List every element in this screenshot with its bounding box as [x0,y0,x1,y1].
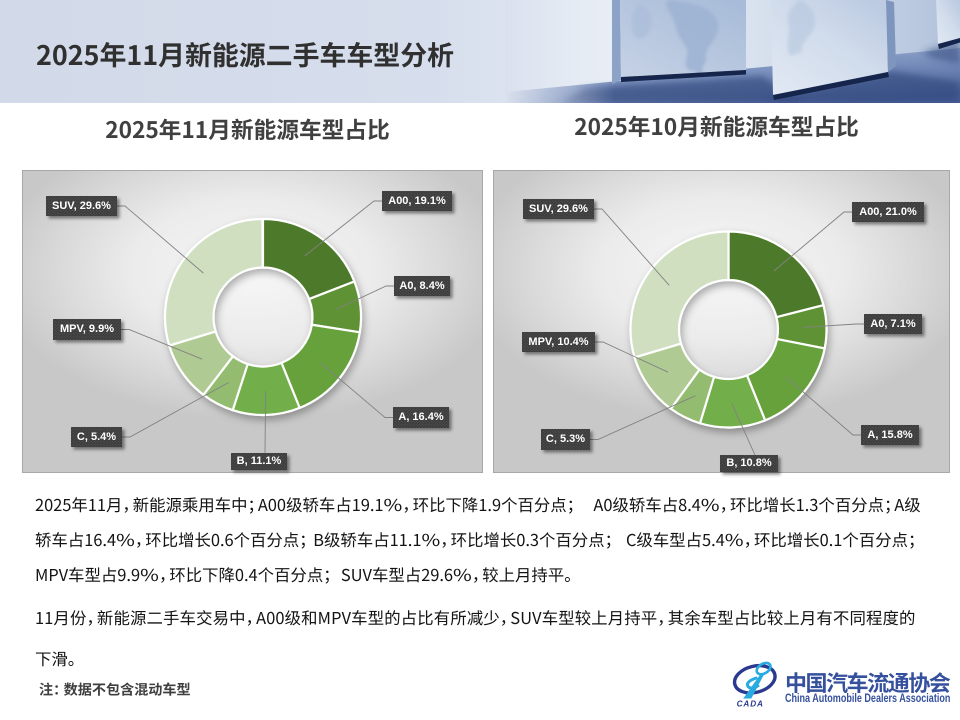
svg-text:CADA: CADA [737,700,764,709]
